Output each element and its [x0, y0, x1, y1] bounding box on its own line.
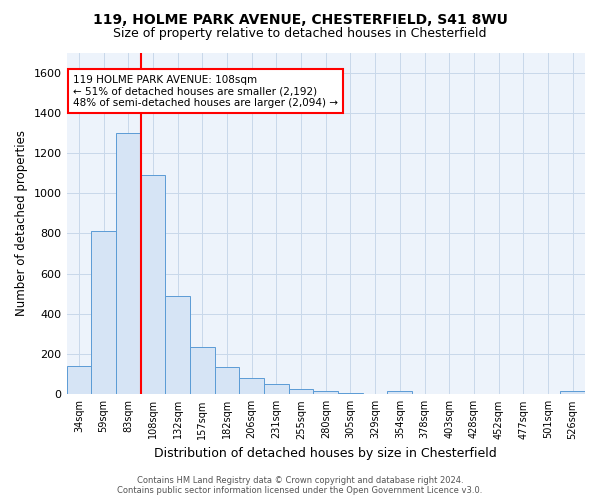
Bar [165, 296, 190, 394]
Bar [140, 175, 165, 394]
Bar [388, 392, 412, 394]
Bar [264, 384, 289, 394]
Bar [560, 392, 585, 394]
Bar [313, 392, 338, 394]
Text: 119 HOLME PARK AVENUE: 108sqm
← 51% of detached houses are smaller (2,192)
48% o: 119 HOLME PARK AVENUE: 108sqm ← 51% of d… [73, 74, 338, 108]
Text: Size of property relative to detached houses in Chesterfield: Size of property relative to detached ho… [113, 28, 487, 40]
Bar [289, 388, 313, 394]
Bar [67, 366, 91, 394]
X-axis label: Distribution of detached houses by size in Chesterfield: Distribution of detached houses by size … [154, 447, 497, 460]
Y-axis label: Number of detached properties: Number of detached properties [15, 130, 28, 316]
Text: 119, HOLME PARK AVENUE, CHESTERFIELD, S41 8WU: 119, HOLME PARK AVENUE, CHESTERFIELD, S4… [92, 12, 508, 26]
Bar [190, 347, 215, 395]
Bar [91, 232, 116, 394]
Bar [215, 367, 239, 394]
Bar [239, 378, 264, 394]
Text: Contains HM Land Registry data © Crown copyright and database right 2024.
Contai: Contains HM Land Registry data © Crown c… [118, 476, 482, 495]
Bar [116, 133, 140, 394]
